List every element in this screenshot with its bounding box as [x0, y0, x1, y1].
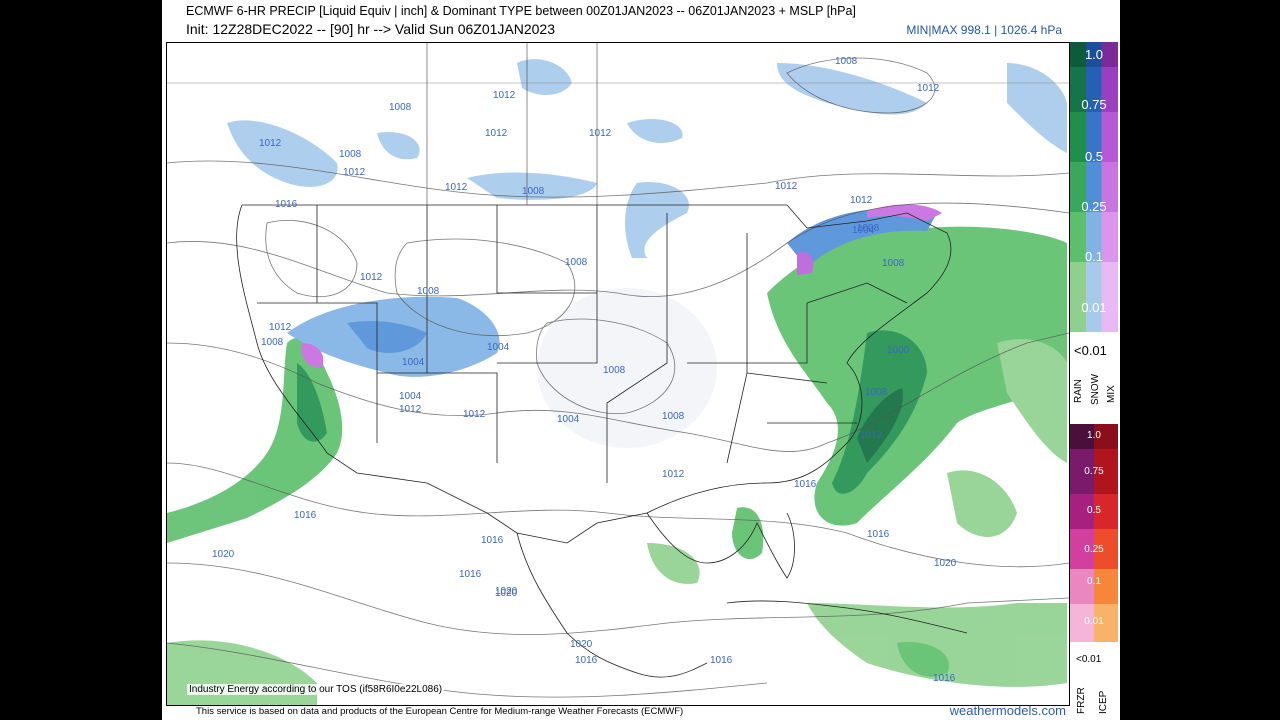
isobar-label: 1008	[835, 56, 858, 67]
isobar-label: 1012	[399, 404, 422, 415]
isobar-label: 1012	[445, 182, 468, 193]
isobar-label: 1000	[887, 345, 910, 356]
type-label-mix: MIX	[1106, 385, 1117, 403]
cb-lower-label: 1.0	[1087, 430, 1101, 441]
isobar-label: 1008	[882, 258, 905, 269]
cb-lower-label: 0.75	[1084, 466, 1104, 477]
isobar-label: 1012	[485, 128, 508, 139]
map-panel: ECMWF 6-HR PRECIP [Liquid Equiv | inch] …	[162, 0, 1120, 720]
isobar-label: 1016	[710, 655, 733, 666]
cb-upper-label: 0.01	[1081, 300, 1107, 315]
type-label-snow: SNOW	[1090, 373, 1101, 405]
cb-upper-lt: <0.01	[1074, 343, 1107, 358]
isobar-label: 1012	[589, 128, 612, 139]
isobar-label: 1008	[857, 223, 880, 234]
frzr-icep-colorbar: 1.0 0.75 0.5 0.25 0.1 0.01	[1070, 424, 1118, 642]
isobar-label: 1012	[360, 272, 383, 283]
isobar-label: 1008	[389, 102, 412, 113]
tos-note: Industry Energy according to our TOS (if…	[187, 684, 445, 695]
isobar-label: 1004	[402, 357, 425, 368]
isobar-label: 1020	[495, 586, 518, 597]
isobar-label: 1004	[557, 414, 580, 425]
isobar-label: 1012	[917, 83, 940, 94]
isobar-label: 1016	[867, 529, 890, 540]
isobar-label: 1020	[495, 588, 518, 599]
isobar-label: 1020	[934, 558, 957, 569]
cb-upper-label: 0.5	[1084, 149, 1104, 164]
borders	[167, 43, 1069, 544]
isobar-label: 1008	[662, 411, 685, 422]
pressure-min-max: MIN|MAX 998.1 | 1026.4 hPa	[906, 23, 1062, 37]
cb-lower-label: 0.1	[1087, 576, 1101, 587]
isobar-label: 1004	[487, 342, 510, 353]
isobar-label: 1008	[865, 387, 888, 398]
cb-lower-lt: <0.01	[1076, 654, 1102, 665]
isobar-labels: 1012 1008 1012 1012 1008 1012 1012 1008 1012 1012…	[212, 56, 957, 684]
isobar-label: 1008	[417, 286, 440, 297]
isobar-label: 1008	[603, 365, 626, 376]
footer-credit: This service is based on data and produc…	[196, 706, 684, 717]
isobar-label: 1020	[570, 639, 593, 650]
isobar-label: 1012	[269, 322, 292, 333]
isobar-label: 1016	[933, 673, 956, 684]
cb-upper-label: 1.0	[1084, 47, 1104, 62]
brand-link[interactable]: weathermodels.com	[949, 703, 1066, 718]
cb-lower-label: 0.01	[1084, 616, 1104, 627]
isobar-label: 1016	[481, 535, 504, 546]
isobar-label: 1012	[259, 138, 282, 149]
isobar-label: 1008	[522, 186, 545, 197]
isobar-label: 1008	[339, 149, 362, 160]
isobar-label: 1008	[261, 337, 284, 348]
cb-lower-label: 0.5	[1087, 505, 1101, 516]
cb-upper-label: 0.1	[1084, 249, 1104, 264]
isobar-label: 1004	[399, 391, 422, 402]
map-canvas: 1012 1008 1012 1012 1008 1012 1012 1008 1012 1012…	[167, 43, 1069, 705]
isobar-label: 1012	[860, 430, 883, 441]
precip-shading	[167, 59, 1067, 705]
map-title: ECMWF 6-HR PRECIP [Liquid Equiv | inch] …	[186, 4, 856, 18]
cb-upper-label: 0.75	[1081, 97, 1107, 112]
isobar-label: 1016	[294, 510, 317, 521]
precip-colorbar: 1.0 0.75 0.5 0.25 0.1 0.01	[1070, 42, 1118, 332]
isobar-label: 1012	[775, 181, 798, 192]
init-valid-time: Init: 12Z28DEC2022 -- [90] hr --> Valid …	[186, 21, 555, 37]
type-label-icep: ICEP	[1098, 690, 1109, 714]
isobar-label: 1012	[850, 195, 873, 206]
isobar-label: 1012	[343, 167, 366, 178]
type-label-frzr: FRZR	[1076, 687, 1087, 714]
isobar-label: 1016	[794, 479, 817, 490]
isobar-label: 1016	[459, 569, 482, 580]
isobar-label: 1008	[565, 257, 588, 268]
isobar-label: 1016	[275, 199, 298, 210]
isobar-lines	[167, 57, 1069, 698]
type-label-rain: RAIN	[1073, 379, 1084, 403]
isobar-label: 1020	[212, 549, 235, 560]
forecast-map: 1012 1008 1012 1012 1008 1012 1012 1008 1012 1012…	[166, 42, 1070, 706]
coastlines	[516, 512, 968, 678]
cb-lower-label: 0.25	[1084, 544, 1104, 555]
cb-upper-label: 0.25	[1081, 199, 1107, 214]
isobar-label: 1004	[852, 225, 875, 236]
isobar-label: 1012	[493, 90, 516, 101]
isobar-label: 1012	[662, 469, 685, 480]
isobar-label: 1012	[463, 409, 486, 420]
isobar-label: 1016	[575, 655, 598, 666]
